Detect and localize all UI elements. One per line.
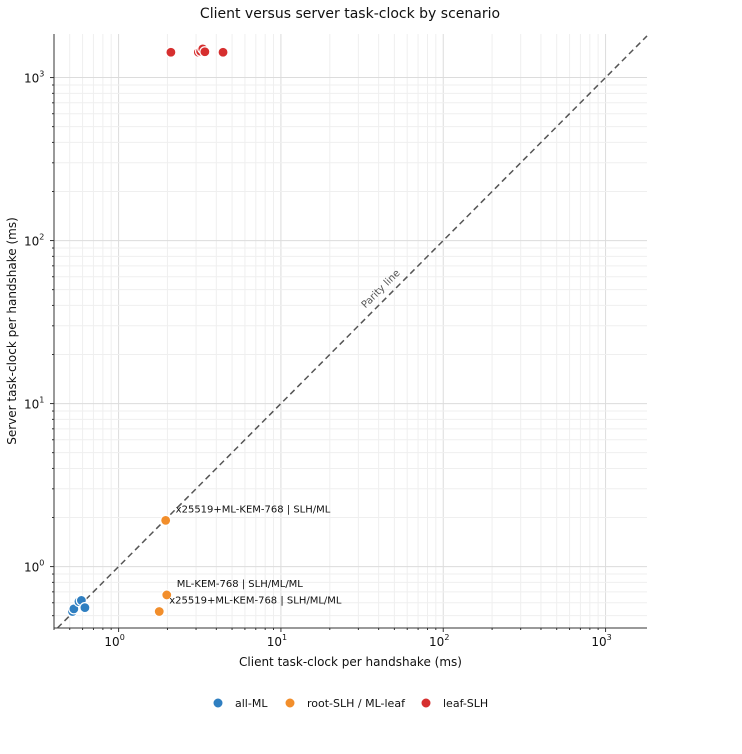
y-tick-base: 10 [24, 235, 39, 249]
point-annotation: x25519+ML-KEM-768 | SLH/ML [176, 504, 331, 515]
data-point-root-slh-ml-leaf [160, 514, 172, 527]
grid-layer [53, 34, 647, 628]
x-tick-exponent: 0 [120, 633, 125, 642]
y-tick-label: 103 [24, 70, 44, 86]
legend-marker-all-ml [212, 697, 224, 709]
legend-label-root-slh-ml-leaf: root-SLH / ML-leaf [307, 697, 406, 710]
point-annotation: x25519+ML-KEM-768 | SLH/ML/ML [169, 596, 342, 607]
y-tick-exponent: 0 [39, 559, 44, 568]
legend-layer: all-ML root-SLH / ML-leaf leaf-SLH [212, 697, 488, 710]
y-tick-label: 102 [24, 233, 44, 249]
data-point-leaf-slh [165, 46, 177, 58]
legend-marker-root-slh-ml-leaf [284, 697, 296, 709]
data-point-leaf-slh [217, 46, 229, 58]
y-tick-base: 10 [24, 561, 39, 575]
x-tick-base: 10 [104, 635, 119, 649]
data-point-root-slh-ml-leaf [161, 589, 173, 601]
data-point-all-ml [79, 602, 91, 614]
x-tick-label: 103 [591, 633, 611, 649]
legend-label-leaf-slh: leaf-SLH [443, 697, 488, 710]
x-tick-label: 101 [267, 633, 287, 649]
y-tick-label: 100 [24, 559, 44, 575]
legend-marker-leaf-slh [420, 697, 432, 709]
annotations-layer: x25519+ML-KEM-768 | SLH/ML ML-KEM-768 | S… [169, 504, 342, 606]
y-tick-exponent: 2 [39, 233, 44, 242]
axes-layer [50, 34, 647, 632]
x-tick-label: 100 [104, 633, 124, 649]
y-tick-base: 10 [24, 72, 39, 86]
points-layer [66, 43, 229, 618]
y-tick-label: 101 [24, 396, 44, 412]
parity-layer: Parity line [56, 35, 648, 629]
y-tick-base: 10 [24, 398, 39, 412]
x-tick-base: 10 [429, 635, 444, 649]
data-point-leaf-slh [199, 46, 211, 58]
x-axis-label: Client task-clock per handshake (ms) [239, 655, 462, 669]
chart-title: Client versus server task-clock by scena… [200, 6, 500, 22]
x-tick-base: 10 [591, 635, 606, 649]
x-tick-exponent: 1 [282, 633, 287, 642]
parity-line [56, 35, 648, 629]
y-axis-label: Server task-clock per handshake (ms) [5, 217, 19, 445]
y-tick-exponent: 1 [39, 396, 44, 405]
point-annotation: ML-KEM-768 | SLH/ML/ML [177, 579, 304, 590]
x-tick-base: 10 [267, 635, 282, 649]
x-tick-exponent: 3 [607, 633, 612, 642]
legend-label-all-ml: all-ML [235, 697, 268, 710]
x-tick-exponent: 2 [444, 633, 449, 642]
x-tick-label: 102 [429, 633, 449, 649]
y-tick-exponent: 3 [39, 70, 44, 79]
data-point-root-slh-ml-leaf [153, 605, 165, 618]
